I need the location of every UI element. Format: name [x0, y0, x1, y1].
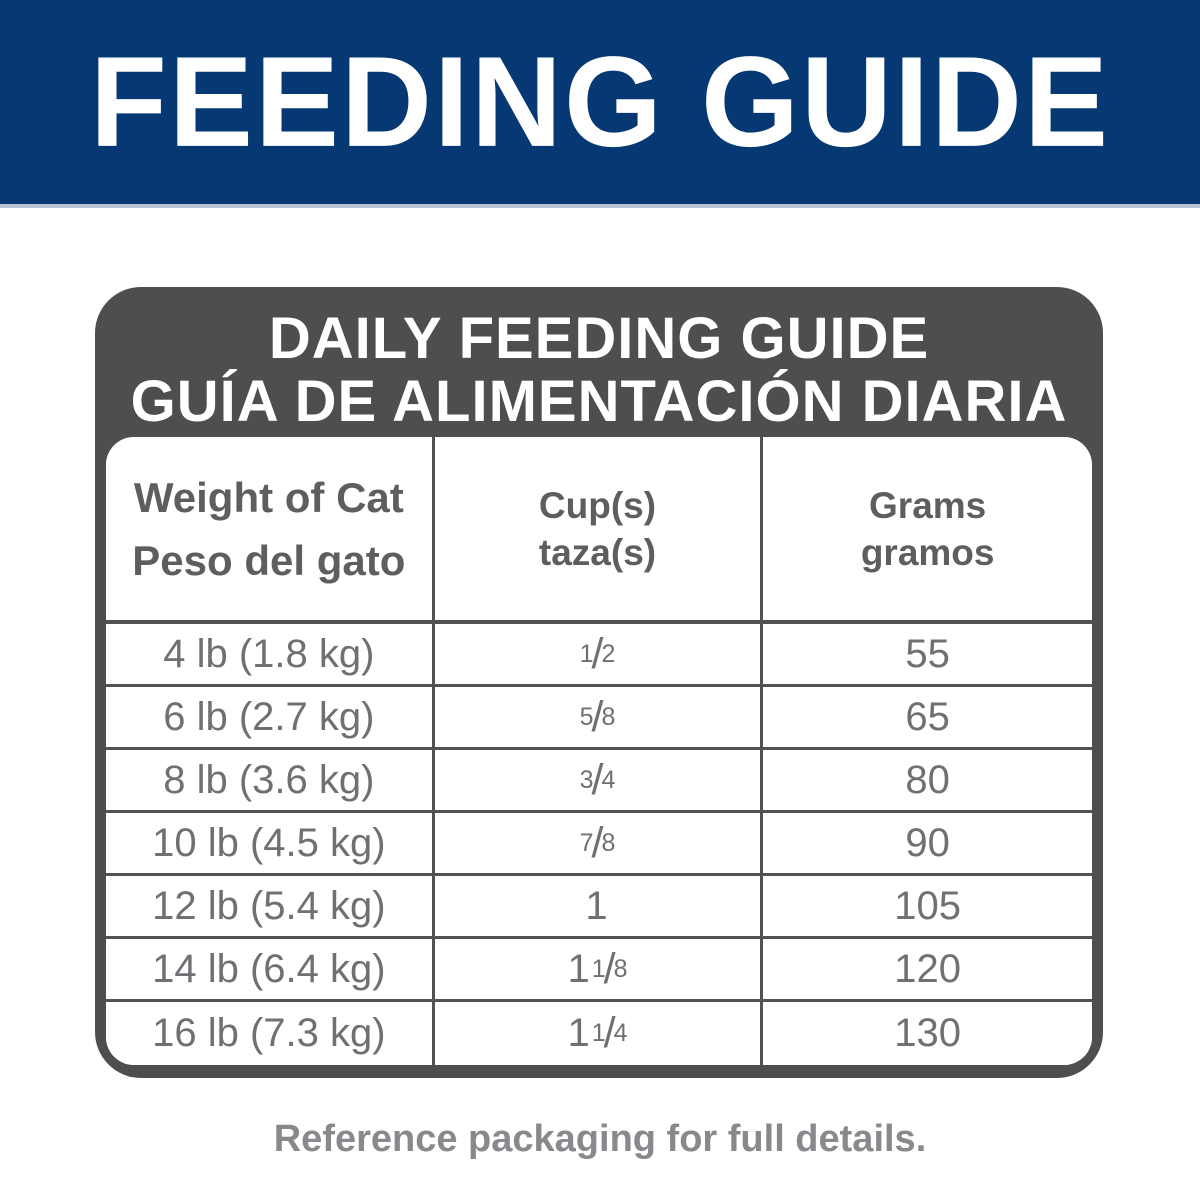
column-header-grams-es: gramos [860, 531, 995, 573]
weight-cell: 12 lb (5.4 kg) [106, 876, 435, 939]
grams-cell: 65 [763, 687, 1092, 750]
cups-cell: 1/2 [434, 624, 764, 687]
cups-fraction-numerator: 1 [591, 954, 606, 983]
cups-cell: 3/4 [434, 750, 764, 813]
column-header-cups-en: Cup(s) [538, 484, 657, 526]
card-title-es: GUÍA DE ALIMENTACIÓN DIARIA [130, 369, 1068, 434]
weight-cell: 16 lb (7.3 kg) [106, 1002, 435, 1065]
cups-fraction-slash: / [603, 1009, 616, 1057]
cups-cell: 1 [434, 876, 764, 939]
cups-fraction-numerator: 3 [579, 765, 594, 794]
weight-cell: 14 lb (6.4 kg) [106, 939, 435, 1002]
cups-fraction-denominator: 8 [601, 702, 616, 731]
cups-fraction-slash: / [603, 944, 616, 993]
cups-cell: 1 1/4 [434, 1002, 764, 1065]
column-header-weight-en: Weight of Cat [133, 473, 404, 521]
grams-cell: 55 [763, 624, 1092, 687]
daily-feeding-card: DAILY FEEDING GUIDE GUÍA DE ALIMENTACIÓN… [95, 287, 1103, 1078]
grams-cell: 90 [763, 813, 1092, 876]
footer-note: Reference packaging for full details. [273, 1118, 927, 1160]
weight-cell: 4 lb (1.8 kg) [106, 624, 435, 687]
cups-whole: 1 [585, 883, 608, 928]
cups-fraction-slash: / [591, 692, 604, 741]
grams-cell: 120 [763, 939, 1092, 1002]
cups-fraction-denominator: 2 [601, 639, 616, 668]
card-title: DAILY FEEDING GUIDE GUÍA DE ALIMENTACIÓN… [95, 287, 1103, 437]
cups-fraction-denominator: 4 [601, 765, 616, 794]
column-header-weight-es: Peso del gato [132, 536, 406, 584]
cups-fraction-denominator: 4 [613, 1019, 628, 1047]
feeding-guide-banner: FEEDING GUIDE [0, 0, 1200, 208]
cups-fraction-slash: / [591, 818, 604, 867]
cups-whole: 1 [567, 946, 590, 991]
cups-fraction-numerator: 1 [579, 639, 594, 668]
card-title-en: DAILY FEEDING GUIDE [268, 306, 930, 371]
weight-cell: 8 lb (3.6 kg) [106, 750, 435, 813]
cups-fraction-numerator: 1 [591, 1019, 606, 1047]
column-header-cups: Cup(s) taza(s) [434, 437, 764, 624]
column-header-grams-en: Grams [869, 484, 987, 526]
weight-cell: 6 lb (2.7 kg) [106, 687, 435, 750]
cups-cell: 5/8 [434, 687, 764, 750]
cups-whole: 1 [567, 1011, 590, 1055]
grams-cell: 80 [763, 750, 1092, 813]
weight-cell: 10 lb (4.5 kg) [106, 813, 435, 876]
cups-cell: 1 1/8 [434, 939, 764, 1002]
cups-fraction-denominator: 8 [613, 954, 628, 983]
cups-fraction-numerator: 5 [579, 702, 594, 731]
column-header-cups-es: taza(s) [538, 531, 657, 573]
cups-fraction-denominator: 8 [601, 828, 616, 857]
cups-fraction-slash: / [591, 755, 604, 804]
grams-cell: 130 [763, 1002, 1092, 1065]
cups-fraction-numerator: 7 [579, 828, 594, 857]
grams-cell: 105 [763, 876, 1092, 939]
footer: Reference packaging for full details. [0, 1118, 1200, 1161]
cups-fraction-slash: / [591, 629, 604, 678]
cups-cell: 7/8 [434, 813, 764, 876]
banner-title: FEEDING GUIDE [89, 29, 1111, 174]
column-header-grams: Grams gramos [763, 437, 1092, 624]
column-header-weight: Weight of Cat Peso del gato [106, 437, 435, 624]
feeding-table: Weight of Cat Peso del gato Cup(s) taza(… [106, 437, 1092, 1065]
